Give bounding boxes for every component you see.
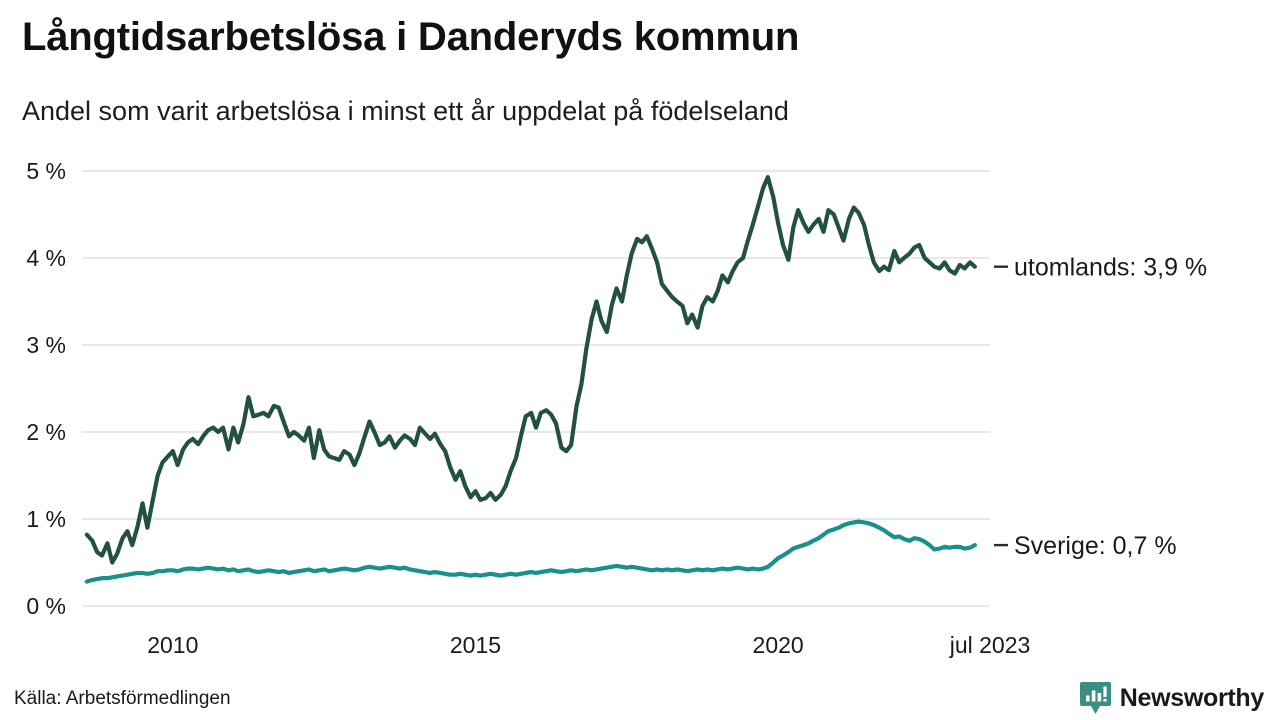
page-title: Långtidsarbetslösa i Danderyds kommun (22, 15, 800, 59)
x-axis-tick-label: jul 2023 (949, 632, 1031, 658)
y-axis-tick-label: 2 % (26, 419, 66, 445)
series-label-utomlands: utomlands: 3,9 % (1014, 254, 1207, 282)
series-label-Sverige: Sverige: 0,7 % (1014, 532, 1177, 560)
y-axis-tick-label: 4 % (26, 245, 66, 271)
source-note: Källa: Arbetsförmedlingen (14, 688, 231, 709)
y-axis-tick-label: 3 % (26, 332, 66, 358)
series-inline-labels: utomlands: 3,9 % Sverige: 0,7 % (994, 254, 1207, 560)
newsworthy-bars-icon (1079, 682, 1111, 714)
y-axis-tick-labels: 0 % 1 % 2 % 3 % 4 % 5 % (26, 158, 66, 619)
chart-subtitle: Andel som varit arbetslösa i minst ett å… (22, 96, 789, 126)
x-axis-tick-label: 2015 (450, 632, 501, 658)
y-axis-tick-label: 0 % (26, 593, 66, 619)
x-axis-tick-label: 2020 (753, 632, 804, 658)
x-axis-tick-label: 2010 (147, 632, 198, 658)
newsworthy-logo: Newsworthy (1079, 680, 1265, 716)
x-axis-tick-labels: 2010 2015 2020 jul 2023 (147, 632, 1030, 658)
series-lines-group (84, 174, 977, 584)
y-axis-tick-label: 5 % (26, 158, 66, 184)
logo-wordmark: Newsworthy (1119, 683, 1265, 712)
gridlines-group (82, 170, 990, 607)
series-line-Sverige (84, 519, 977, 584)
y-axis-tick-label: 1 % (26, 506, 66, 532)
series-line-utomlands (84, 174, 977, 565)
